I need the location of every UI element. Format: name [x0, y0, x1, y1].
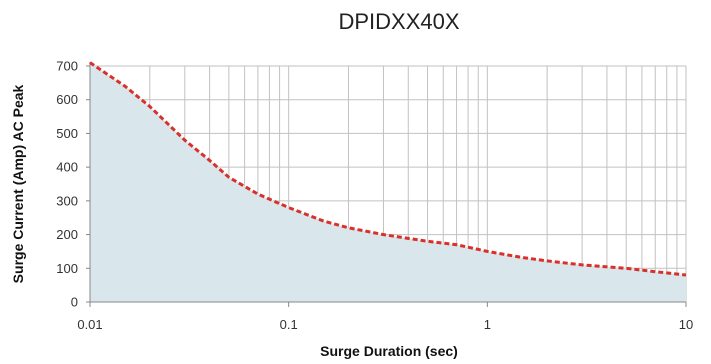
- x-tick-label: 1: [484, 317, 491, 332]
- y-axis-label: Surge Current (Amp) AC Peak: [10, 84, 26, 283]
- area-fill: [90, 62, 686, 302]
- y-tick-label: 200: [56, 227, 78, 242]
- x-tick-label: 0.01: [77, 317, 102, 332]
- x-axis-label: Surge Duration (sec): [320, 343, 458, 359]
- x-tick-label: 10: [679, 317, 693, 332]
- y-tick-label: 0: [71, 295, 78, 310]
- y-tick-label: 400: [56, 160, 78, 175]
- x-tick-label: 0.1: [280, 317, 298, 332]
- y-tick-label: 300: [56, 193, 78, 208]
- y-tick-label: 700: [56, 59, 78, 74]
- tick-labels: 0 100 200 300 400 500 600 700 0.01 0.1 1 10: [56, 59, 693, 333]
- axes: [86, 62, 687, 307]
- y-tick-label: 100: [56, 261, 78, 276]
- series-line: [89, 61, 687, 277]
- chart-title: DPIDXX40X: [338, 9, 459, 34]
- y-tick-label: 600: [56, 92, 78, 107]
- y-tick-label: 500: [56, 126, 78, 141]
